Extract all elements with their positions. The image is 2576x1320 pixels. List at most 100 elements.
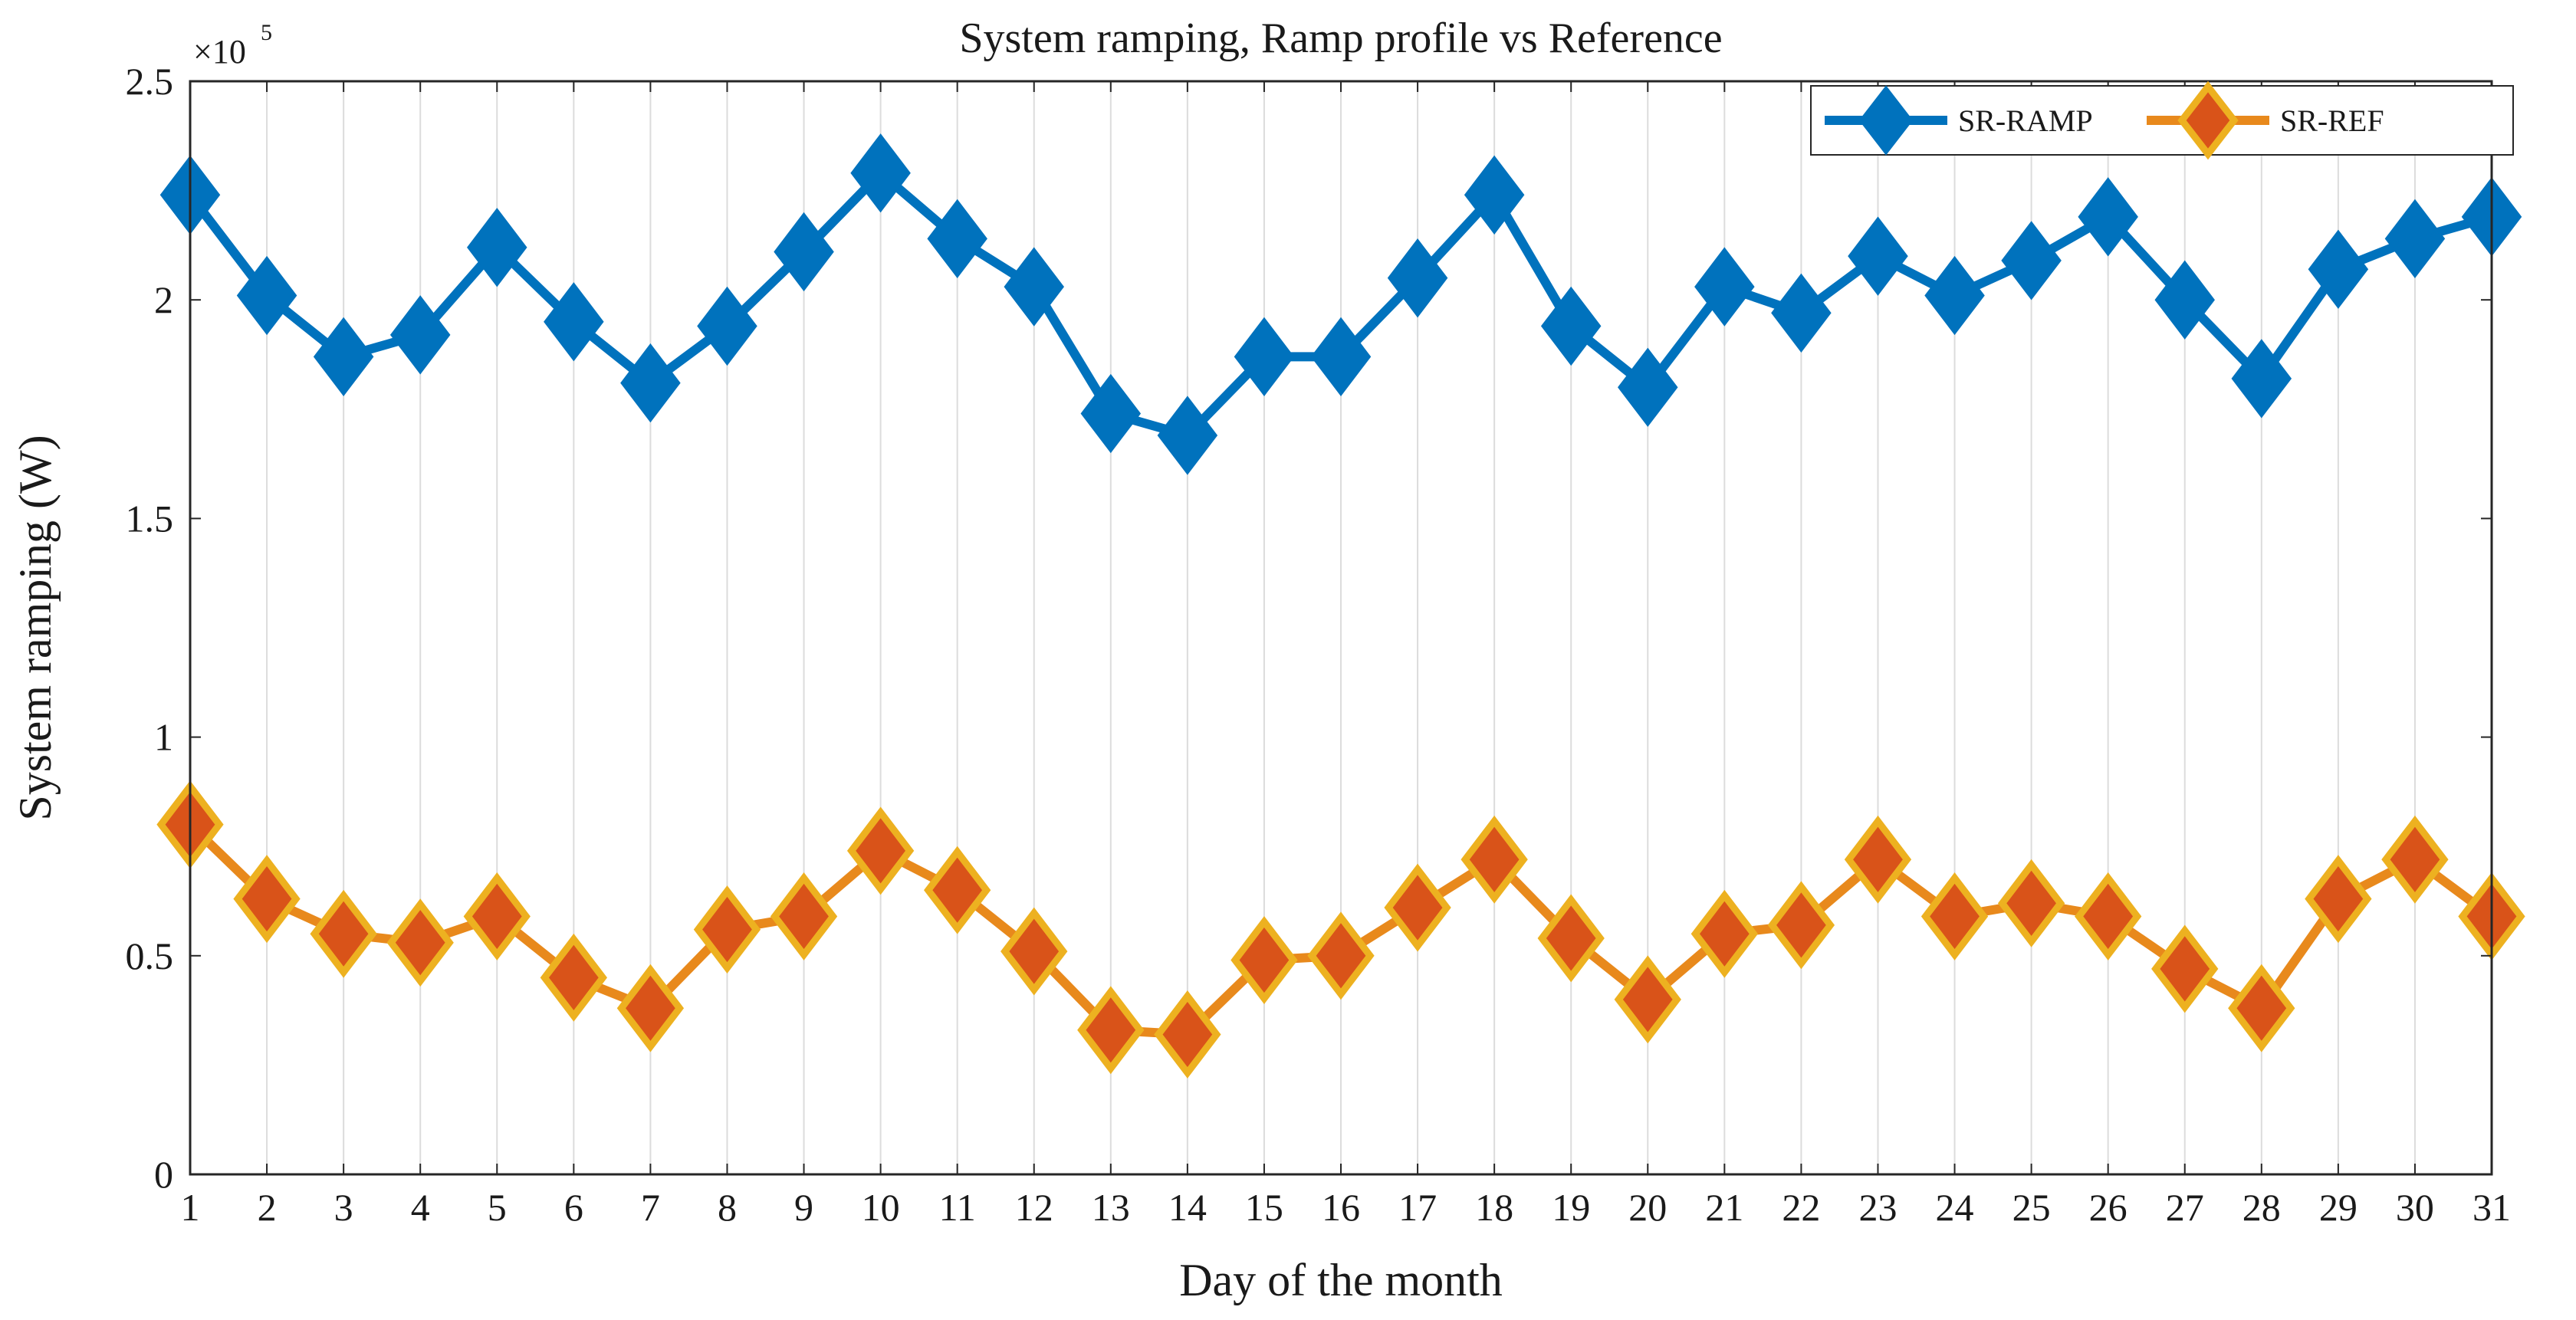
x-tick-label: 17 [1398, 1186, 1437, 1229]
y-tick-label: 0.5 [126, 934, 174, 977]
data-point-sr-ramp [236, 255, 297, 336]
data-point-sr-ramp [1618, 347, 1678, 427]
x-tick-label: 11 [939, 1186, 976, 1229]
series-layer [156, 133, 2525, 1079]
legend: SR-RAMP SR-REF [1810, 80, 2514, 160]
data-point-sr-ramp [774, 212, 834, 292]
data-point-sr-ref [1844, 815, 1912, 904]
x-tick-label: 5 [488, 1186, 507, 1229]
data-point-sr-ref [1384, 863, 1451, 952]
x-tick-label: 8 [718, 1186, 737, 1229]
x-tick-label: 9 [794, 1186, 813, 1229]
x-tick-label: 19 [1552, 1186, 1590, 1229]
data-point-sr-ref [1001, 907, 1068, 996]
x-tick-label: 28 [2242, 1186, 2281, 1229]
data-point-sr-ref [616, 964, 685, 1052]
data-point-sr-ramp [697, 286, 757, 366]
data-point-sr-ref [1767, 881, 1835, 970]
x-tick-label: 4 [411, 1186, 430, 1229]
legend-marker-sr-ref [2177, 80, 2239, 160]
data-point-sr-ref [463, 872, 531, 960]
data-point-sr-ramp [2308, 229, 2369, 309]
data-point-sr-ramp [1004, 247, 1064, 327]
x-tick-label: 25 [2013, 1186, 2051, 1229]
data-point-sr-ramp [2078, 177, 2138, 257]
x-tick-label: 26 [2089, 1186, 2128, 1229]
data-point-sr-ramp [1387, 238, 1448, 318]
x-tick-label: 6 [564, 1186, 583, 1229]
axes: 1 2 3 4 5 6 7 8 9 10 11 12 13 14 15 16 17 18 19 20 21 22 23 24 2… [126, 60, 2512, 1229]
data-point-sr-ramp [850, 133, 911, 213]
data-point-sr-ramp [1234, 317, 1295, 397]
y-tick-label: 1.5 [126, 497, 174, 540]
data-point-sr-ramp [2231, 339, 2292, 419]
data-point-sr-ramp [1771, 273, 1832, 353]
data-point-sr-ramp [1540, 286, 1602, 366]
data-point-sr-ref [924, 846, 991, 934]
data-point-sr-ref [1154, 990, 1221, 1079]
data-point-sr-ramp [467, 208, 527, 287]
data-point-sr-ramp [1464, 155, 1525, 235]
x-tick-label: 21 [1705, 1186, 1743, 1229]
data-point-sr-ramp [620, 343, 681, 423]
data-point-sr-ref [540, 933, 607, 1022]
x-tick-label: 2 [258, 1186, 277, 1229]
data-point-sr-ref [1614, 955, 1681, 1044]
x-tick-label: 16 [1322, 1186, 1360, 1229]
chart-title: System ramping, Ramp profile vs Referenc… [959, 15, 1722, 62]
data-point-sr-ramp [1848, 216, 1908, 296]
data-point-sr-ref [1460, 815, 1528, 904]
data-point-sr-ramp [2154, 260, 2215, 340]
x-tick-label: 18 [1475, 1186, 1513, 1229]
data-point-sr-ref [2075, 872, 2142, 960]
data-point-sr-ramp [927, 199, 987, 278]
legend-label-sr-ramp: SR-RAMP [1958, 103, 2093, 138]
legend-marker-sr-ramp [1858, 85, 1914, 156]
data-point-sr-ref [2228, 964, 2295, 1052]
data-point-sr-ref [1921, 872, 1989, 960]
x-tick-label: 29 [2319, 1186, 2358, 1229]
data-point-sr-ramp [544, 282, 604, 362]
x-tick-label: 31 [2472, 1186, 2511, 1229]
legend-label-sr-ref: SR-REF [2280, 103, 2384, 138]
data-point-sr-ref [1691, 889, 1758, 978]
data-point-sr-ramp [2001, 221, 2062, 300]
x-tick-label: 23 [1858, 1186, 1897, 1229]
series-sr-ref [156, 780, 2525, 1079]
data-point-sr-ramp [1694, 247, 1755, 327]
x-tick-label: 22 [1782, 1186, 1820, 1229]
svg-text:×10: ×10 [193, 33, 246, 71]
y-scale-exponent: ×10 5 [193, 20, 272, 71]
data-point-sr-ref [693, 885, 761, 974]
x-tick-label: 30 [2396, 1186, 2434, 1229]
x-tick-label: 1 [181, 1186, 200, 1229]
data-point-sr-ref [1307, 911, 1375, 1000]
legend-item-sr-ramp: SR-RAMP [1825, 85, 2093, 156]
y-tick-label: 0 [154, 1153, 173, 1196]
x-tick-label: 13 [1092, 1186, 1130, 1229]
data-point-sr-ref [2381, 815, 2449, 904]
x-tick-label: 14 [1168, 1186, 1207, 1229]
x-tick-label: 24 [1936, 1186, 1974, 1229]
x-tick-label: 12 [1015, 1186, 1053, 1229]
y-tick-label: 2.5 [126, 60, 174, 103]
data-point-sr-ref [233, 855, 301, 944]
y-tick-label: 2 [154, 278, 173, 321]
data-point-sr-ref [2151, 924, 2219, 1013]
data-point-sr-ref [2305, 855, 2372, 944]
svg-text:5: 5 [261, 20, 272, 45]
y-tick-label: 1 [154, 716, 173, 759]
data-point-sr-ramp [1080, 373, 1142, 454]
data-point-sr-ramp [389, 295, 451, 375]
series-sr-ramp [159, 133, 2522, 475]
data-point-sr-ref [1537, 894, 1605, 983]
data-point-sr-ramp [313, 317, 374, 397]
x-tick-label: 3 [334, 1186, 353, 1229]
data-point-sr-ref [1077, 986, 1145, 1075]
data-point-sr-ramp [1157, 396, 1218, 475]
x-tick-label: 15 [1245, 1186, 1283, 1229]
x-tick-label: 10 [862, 1186, 900, 1229]
data-point-sr-ref [846, 806, 915, 895]
data-point-sr-ramp [2384, 199, 2446, 278]
